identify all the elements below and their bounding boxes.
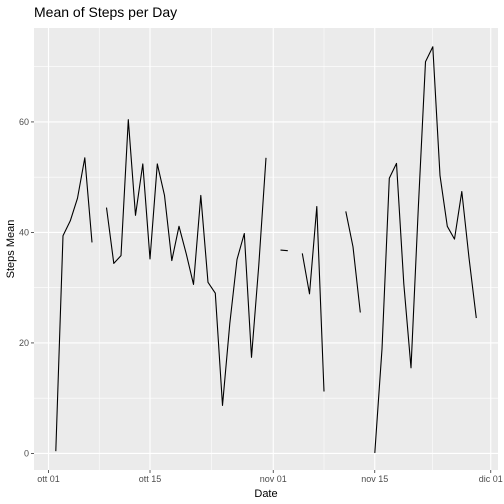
y-tick-label: 20 <box>19 338 29 348</box>
line-segment <box>374 46 477 453</box>
line-segment <box>301 205 325 392</box>
grid-minor <box>34 28 498 470</box>
x-tick-label: nov 01 <box>260 474 287 484</box>
y-axis: 0 20 40 60 <box>19 117 34 458</box>
line-segment <box>55 157 93 452</box>
y-axis-title: Steps Mean <box>5 220 17 279</box>
plot-panel <box>34 28 498 470</box>
series-steps-mean <box>55 46 477 453</box>
x-axis-title: Date <box>254 488 277 500</box>
grid-major <box>34 28 498 470</box>
line-segment <box>280 249 288 252</box>
y-tick-label: 60 <box>19 117 29 127</box>
y-tick-label: 0 <box>24 448 29 458</box>
chart-title: Mean of Steps per Day <box>34 4 177 20</box>
y-tick-label: 40 <box>19 227 29 237</box>
line-segment <box>105 119 267 406</box>
line-segment <box>345 211 361 313</box>
x-tick-label: dic 01 <box>479 474 503 484</box>
x-tick-label: ott 15 <box>139 474 162 484</box>
x-tick-label: nov 15 <box>361 474 388 484</box>
x-tick-label: ott 01 <box>37 474 60 484</box>
x-axis: ott 01 ott 15 nov 01 nov 15 dic 01 <box>37 470 503 484</box>
